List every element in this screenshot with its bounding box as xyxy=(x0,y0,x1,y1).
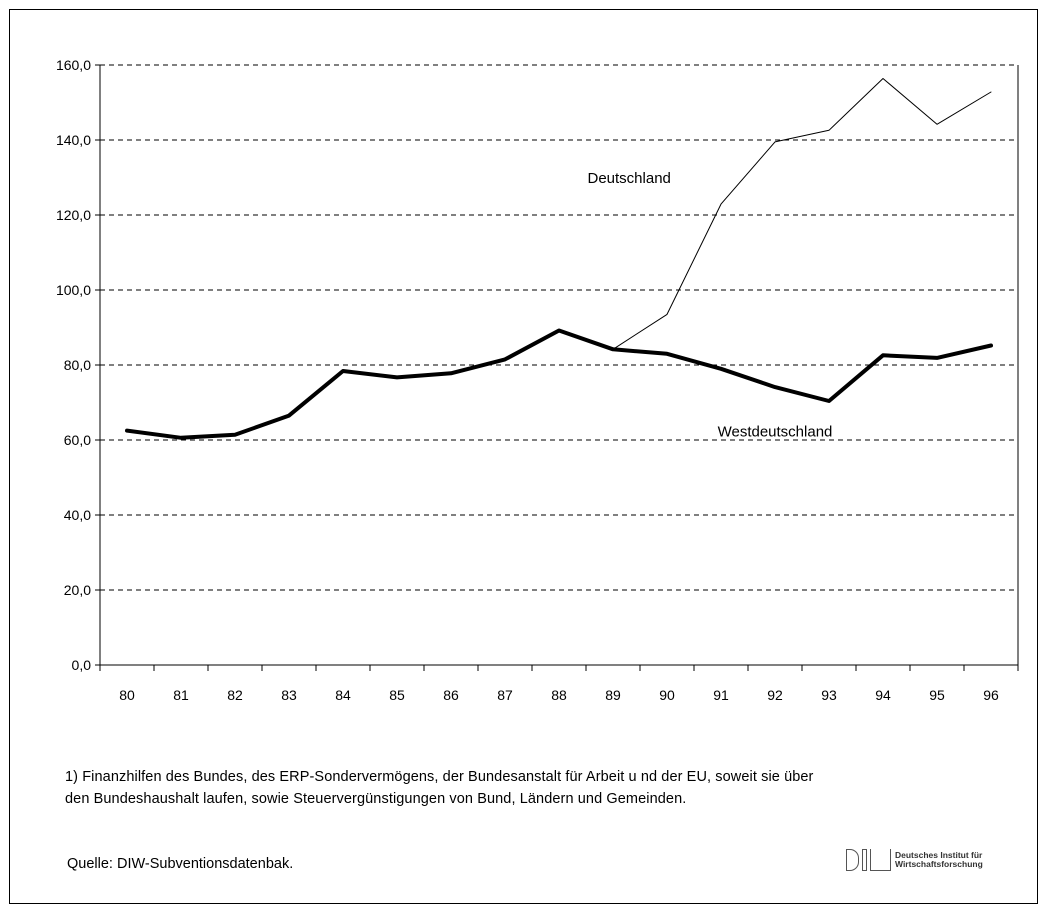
y-tick-label: 80,0 xyxy=(64,357,91,373)
gridlines xyxy=(100,64,1018,591)
footnote-line-2: den Bundeshaushalt laufen, sowie Steuerv… xyxy=(65,791,687,807)
diw-logo-mark xyxy=(846,849,892,871)
x-tick-label: 81 xyxy=(173,687,189,703)
x-tick-label: 91 xyxy=(713,687,729,703)
logo-line-2: Wirtschaftsforschung xyxy=(895,859,983,869)
axes xyxy=(95,64,1019,671)
footnote-line-1: 1) Finanzhilfen des Bundes, des ERP-Sond… xyxy=(65,769,814,785)
line-chart: 0,0 20,0 40,0 60,0 80,0 100,0 120,0 140,0 160,0 8… xyxy=(56,57,1019,703)
y-tick-label: 60,0 xyxy=(64,432,91,448)
x-tick-label: 95 xyxy=(929,687,945,703)
series-lines xyxy=(125,78,993,440)
x-tick-label: 94 xyxy=(875,687,891,703)
series-label-deutschland: Deutschland xyxy=(588,170,671,187)
series-line-deutschland xyxy=(126,78,992,439)
x-tick-label: 84 xyxy=(335,687,351,703)
x-tick-label: 93 xyxy=(821,687,837,703)
x-tick-label: 85 xyxy=(389,687,405,703)
chart-frame: 0,0 20,0 40,0 60,0 80,0 100,0 120,0 140,0 160,0 8… xyxy=(9,9,1038,904)
tick-labels: 0,0 20,0 40,0 60,0 80,0 100,0 120,0 140,0 160,0 8… xyxy=(56,57,999,703)
y-tick-label: 0,0 xyxy=(72,657,92,673)
series-label-westdeutschland: Westdeutschland xyxy=(718,423,833,440)
logo-line-1: Deutsches Institut für xyxy=(895,850,983,860)
x-tick-label: 96 xyxy=(983,687,999,703)
x-tick-label: 83 xyxy=(281,687,297,703)
y-tick-label: 140,0 xyxy=(56,132,91,148)
y-tick-label: 160,0 xyxy=(56,57,91,73)
x-tick-label: 88 xyxy=(551,687,567,703)
footnote: 1) Finanzhilfen des Bundes, des ERP-Sond… xyxy=(65,766,1025,810)
x-tick-label: 82 xyxy=(227,687,243,703)
y-tick-label: 120,0 xyxy=(56,207,91,223)
x-tick-label: 86 xyxy=(443,687,459,703)
diw-logo-text: Deutsches Institut für Wirtschaftsforsch… xyxy=(895,851,983,869)
x-tick-label: 90 xyxy=(659,687,675,703)
y-tick-label: 100,0 xyxy=(56,282,91,298)
y-tick-label: 40,0 xyxy=(64,507,91,523)
x-tick-label: 80 xyxy=(119,687,135,703)
diw-logo: Deutsches Institut für Wirtschaftsforsch… xyxy=(846,849,983,871)
series-line-westdeutschland xyxy=(125,328,993,440)
x-tick-label: 89 xyxy=(605,687,621,703)
x-tick-label: 87 xyxy=(497,687,513,703)
y-tick-label: 20,0 xyxy=(64,582,91,598)
source-note: Quelle: DIW-Subventionsdatenbak. xyxy=(67,856,294,872)
x-tick-label: 92 xyxy=(767,687,783,703)
